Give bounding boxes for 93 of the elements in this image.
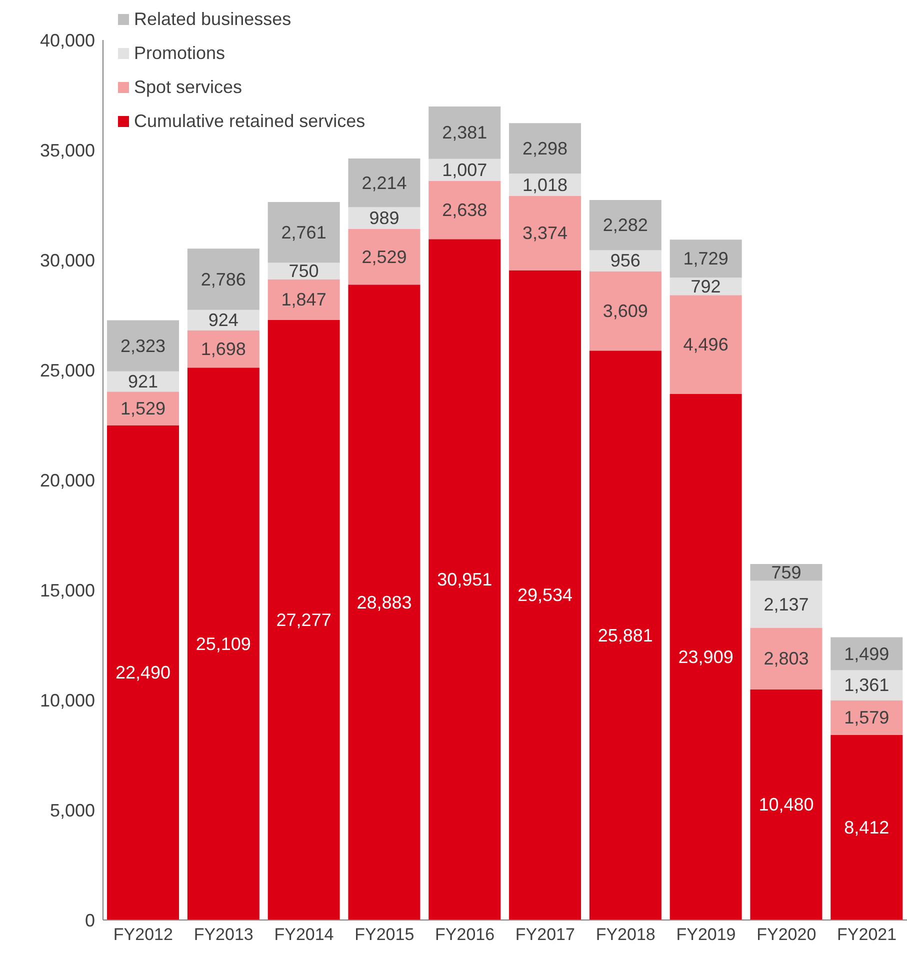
data-label: 2,282 xyxy=(602,215,648,236)
bar xyxy=(670,240,742,278)
x-tick-label: FY2017 xyxy=(515,925,575,944)
data-label: 1,529 xyxy=(120,398,166,418)
data-label: 25,881 xyxy=(598,625,653,646)
bar xyxy=(348,228,420,285)
x-tick-label: FY2021 xyxy=(837,925,897,944)
bar xyxy=(268,320,340,920)
data-label: 2,323 xyxy=(120,336,166,356)
data-label: 2,381 xyxy=(442,122,488,143)
bar xyxy=(428,106,501,159)
data-label: 2,529 xyxy=(362,246,407,267)
y-tick-label: 0 xyxy=(84,910,95,930)
bar xyxy=(107,392,180,426)
bar xyxy=(589,350,662,920)
data-label: 27,277 xyxy=(276,610,332,630)
bar xyxy=(348,284,420,920)
data-label: 750 xyxy=(288,261,319,282)
bar xyxy=(187,330,260,368)
data-label: 4,496 xyxy=(683,334,728,355)
y-tick-label: 40,000 xyxy=(40,30,95,50)
x-tick-label: FY2013 xyxy=(194,925,254,944)
data-label: 8,412 xyxy=(844,817,890,838)
data-label: 28,883 xyxy=(356,592,412,612)
y-tick-label: 20,000 xyxy=(40,470,95,490)
bar xyxy=(830,700,903,735)
data-label: 25,109 xyxy=(196,634,251,654)
data-label: 23,909 xyxy=(678,647,734,667)
data-label: 792 xyxy=(690,276,721,296)
data-label: 921 xyxy=(128,371,158,392)
data-label: 1,847 xyxy=(281,290,326,310)
data-label: 3,609 xyxy=(602,300,648,321)
bar xyxy=(428,181,501,240)
bar xyxy=(509,123,582,174)
legend-label: Related businesses xyxy=(134,8,292,30)
bar xyxy=(268,279,340,320)
data-label: 1,007 xyxy=(442,160,488,180)
x-tick-label: FY2012 xyxy=(113,925,173,944)
bar xyxy=(348,158,420,208)
y-tick-label: 30,000 xyxy=(40,250,95,270)
data-label: 3,374 xyxy=(522,223,568,244)
data-label: 2,786 xyxy=(200,269,246,290)
y-tick-label: 35,000 xyxy=(40,140,95,160)
legend-label: Promotions xyxy=(134,42,226,64)
bar xyxy=(428,239,501,920)
data-label: 1,698 xyxy=(200,338,246,359)
bar xyxy=(509,196,582,270)
data-label: 2,761 xyxy=(281,222,326,242)
legend-label: Cumulative retained services xyxy=(134,110,366,132)
y-tick-label: 5,000 xyxy=(50,800,95,820)
data-label: 1,361 xyxy=(844,675,890,696)
x-tick-label: FY2016 xyxy=(435,925,495,944)
data-label: 956 xyxy=(610,250,640,271)
bar xyxy=(750,689,822,920)
y-tick-label: 10,000 xyxy=(40,690,95,710)
bar xyxy=(589,200,662,250)
bar xyxy=(107,320,180,372)
legend-label: Spot services xyxy=(134,76,242,98)
bar xyxy=(750,580,822,628)
data-label: 2,214 xyxy=(362,172,407,193)
bar xyxy=(670,394,742,920)
x-tick-label: FY2019 xyxy=(676,925,736,944)
data-label: 30,951 xyxy=(437,570,492,590)
bar xyxy=(750,628,822,690)
data-label: 29,534 xyxy=(517,585,573,606)
x-tick-label: FY2018 xyxy=(596,925,656,944)
bar xyxy=(268,202,340,263)
data-label: 22,490 xyxy=(115,662,171,683)
bar xyxy=(830,637,903,670)
data-label: 1,499 xyxy=(844,644,890,664)
bar xyxy=(187,248,260,310)
bar xyxy=(107,425,180,920)
x-tick-label: FY2015 xyxy=(354,925,414,944)
y-tick-label: 15,000 xyxy=(40,580,95,600)
bar xyxy=(830,734,903,920)
data-label: 10,480 xyxy=(758,794,814,815)
x-tick-label: FY2014 xyxy=(274,925,334,944)
data-label: 2,638 xyxy=(442,200,488,220)
data-label: 1,018 xyxy=(522,174,568,195)
data-label: 924 xyxy=(208,310,238,330)
data-label: 989 xyxy=(369,208,400,228)
data-label: 1,579 xyxy=(844,708,890,728)
data-label: 2,803 xyxy=(764,648,809,669)
bar xyxy=(589,271,662,351)
data-label: 2,298 xyxy=(522,138,568,158)
y-tick-label: 25,000 xyxy=(40,360,95,380)
data-label: 2,137 xyxy=(764,594,809,614)
bar xyxy=(670,295,742,394)
bar xyxy=(187,368,260,920)
data-label: 1,729 xyxy=(683,248,728,269)
bar xyxy=(509,270,582,920)
x-tick-label: FY2020 xyxy=(756,925,816,944)
data-label: 759 xyxy=(771,562,802,582)
